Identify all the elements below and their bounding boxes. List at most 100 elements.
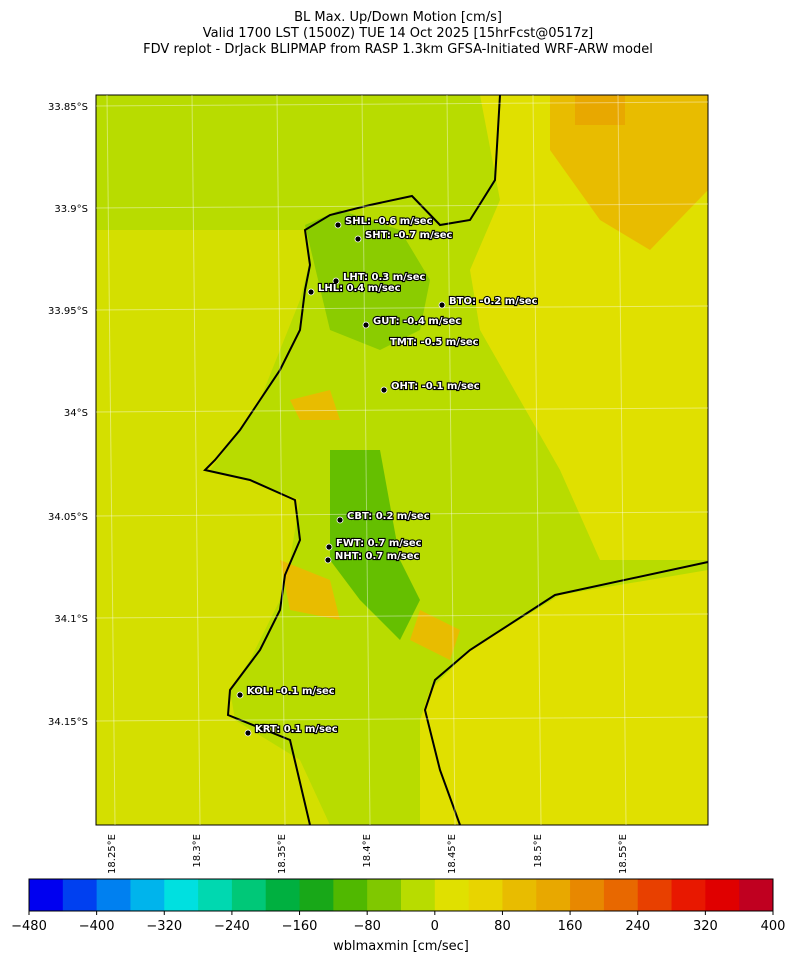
lon-grid-line <box>106 94 116 826</box>
map-patch <box>305 210 430 350</box>
station-label: KOL: -0.1 m/sec <box>247 686 335 697</box>
station-dot <box>380 386 388 394</box>
colorbar-segment <box>671 879 706 911</box>
title-line: BL Max. Up/Down Motion [cm/s] <box>294 10 502 25</box>
lat-label: 33.85°S <box>48 102 88 113</box>
lat-grid-line <box>95 613 709 619</box>
map-patch <box>420 570 708 825</box>
station-label: LHL: 0.4 m/sec <box>318 283 401 294</box>
station-label: GUT: -0.4 m/sec <box>373 316 461 327</box>
colorbar-segment <box>739 879 774 911</box>
title-line: FDV replot - DrJack BLIPMAP from RASP 1.… <box>143 42 653 57</box>
station-label: OHT: -0.1 m/sec <box>391 381 480 392</box>
station-label: BTO: -0.2 m/sec <box>449 296 538 307</box>
lat-grid-line <box>95 101 709 107</box>
lon-label: 18.35°E <box>277 834 288 874</box>
lon-label: 18.25°E <box>107 834 118 874</box>
map-patch <box>575 95 625 125</box>
lat-label: 34.1°S <box>54 614 88 625</box>
colorbar-tick-label: 0 <box>431 919 439 934</box>
coastline <box>203 94 709 826</box>
lon-grid-line <box>191 94 201 826</box>
colorbar-segment <box>705 879 740 911</box>
colorbar-segment <box>401 879 436 911</box>
map <box>95 94 709 826</box>
station-dot <box>334 221 342 229</box>
map-frame <box>95 94 709 826</box>
colorbar-tick-label: 160 <box>558 919 583 934</box>
lon-label: 18.5°E <box>533 834 544 868</box>
station-label: SHL: -0.6 m/sec <box>345 216 433 227</box>
station-label: CBT: 0.2 m/sec <box>347 511 430 522</box>
colorbar-segment <box>637 879 673 911</box>
lat-label: 33.9°S <box>54 204 88 215</box>
lat-label: 34.05°S <box>48 512 88 523</box>
station-dot <box>362 321 370 329</box>
colorbar-tick-label: −80 <box>353 919 380 934</box>
lat-label: 34.15°S <box>48 717 88 728</box>
station-dot <box>336 516 344 524</box>
station-dot <box>307 288 315 296</box>
colorbar-label: wblmaxmin [cm/sec] <box>333 939 469 954</box>
lon-grid-line <box>446 94 456 826</box>
station-label: TMT: -0.5 m/sec <box>390 337 479 348</box>
station-label: LHT: 0.3 m/sec <box>343 272 425 283</box>
lon-grid-line <box>276 94 286 826</box>
lat-grid-line <box>95 716 709 722</box>
station-dot <box>354 235 362 243</box>
colorbar-segment <box>333 879 368 911</box>
colorbar-tick-label: 400 <box>761 919 786 934</box>
station-label: SHT: -0.7 m/sec <box>365 230 452 241</box>
station-dot <box>325 543 333 551</box>
colorbar-segment <box>164 879 199 911</box>
station-label: NHT: 0.7 m/sec <box>335 551 419 562</box>
colorbar-tick-label: −160 <box>282 919 318 934</box>
colorbar-segment <box>299 879 334 911</box>
colorbar-segment <box>367 879 402 911</box>
colorbar-tick-label: −480 <box>11 919 47 934</box>
colorbar-segment <box>570 879 605 911</box>
colorbar-segment <box>198 879 233 911</box>
colorbar-tick-label: −320 <box>146 919 182 934</box>
colorbar-tick-label: 240 <box>625 919 650 934</box>
title-line: Valid 1700 LST (1500Z) TUE 14 Oct 2025 [… <box>203 26 593 41</box>
colorbar-segment <box>62 879 98 911</box>
lon-grid-line <box>361 94 371 826</box>
colorbar-segment <box>231 879 267 911</box>
colorbar-tick-label: 320 <box>693 919 718 934</box>
lon-label: 18.55°E <box>618 834 629 874</box>
colorbar: wblmaxmin [cm/sec] −480 −400 −320 −240 −160 −… <box>11 878 786 954</box>
station-dot <box>244 729 252 737</box>
map-patch <box>280 390 460 660</box>
lat-grid-line <box>95 407 709 413</box>
station-dot <box>236 691 244 699</box>
lat-label: 34°S <box>64 408 88 419</box>
lon-grid-line <box>617 94 627 826</box>
lon-label: 18.4°E <box>362 834 373 868</box>
colorbar-segment <box>96 879 131 911</box>
lon-grid-line <box>532 94 542 826</box>
colorbar-segment <box>130 879 165 911</box>
station-dot <box>332 277 340 285</box>
colorbar-segment <box>434 879 470 911</box>
lat-grid-line <box>95 305 709 311</box>
lat-grid-line <box>95 511 709 517</box>
title: BL Max. Up/Down Motion [cm/s] Valid 1700… <box>143 10 653 57</box>
map-patch <box>96 230 330 825</box>
colorbar-tick-label: −240 <box>214 919 250 934</box>
colorbar-tick-label: 80 <box>494 919 511 934</box>
colorbar-segment <box>29 879 64 911</box>
map-patch <box>330 450 420 640</box>
colorbar-segment <box>536 879 571 911</box>
station-dot <box>438 301 446 309</box>
station-label: KRT: 0.1 m/sec <box>255 724 338 735</box>
lon-label: 18.3°E <box>192 834 203 868</box>
colorbar-frame <box>28 878 774 912</box>
colorbar-segment <box>603 879 639 911</box>
station-label: FWT: 0.7 m/sec <box>336 538 422 549</box>
colorbar-segment <box>502 879 537 911</box>
colorbar-segment <box>468 879 503 911</box>
lat-grid-line <box>95 203 709 209</box>
station-dot <box>324 556 332 564</box>
